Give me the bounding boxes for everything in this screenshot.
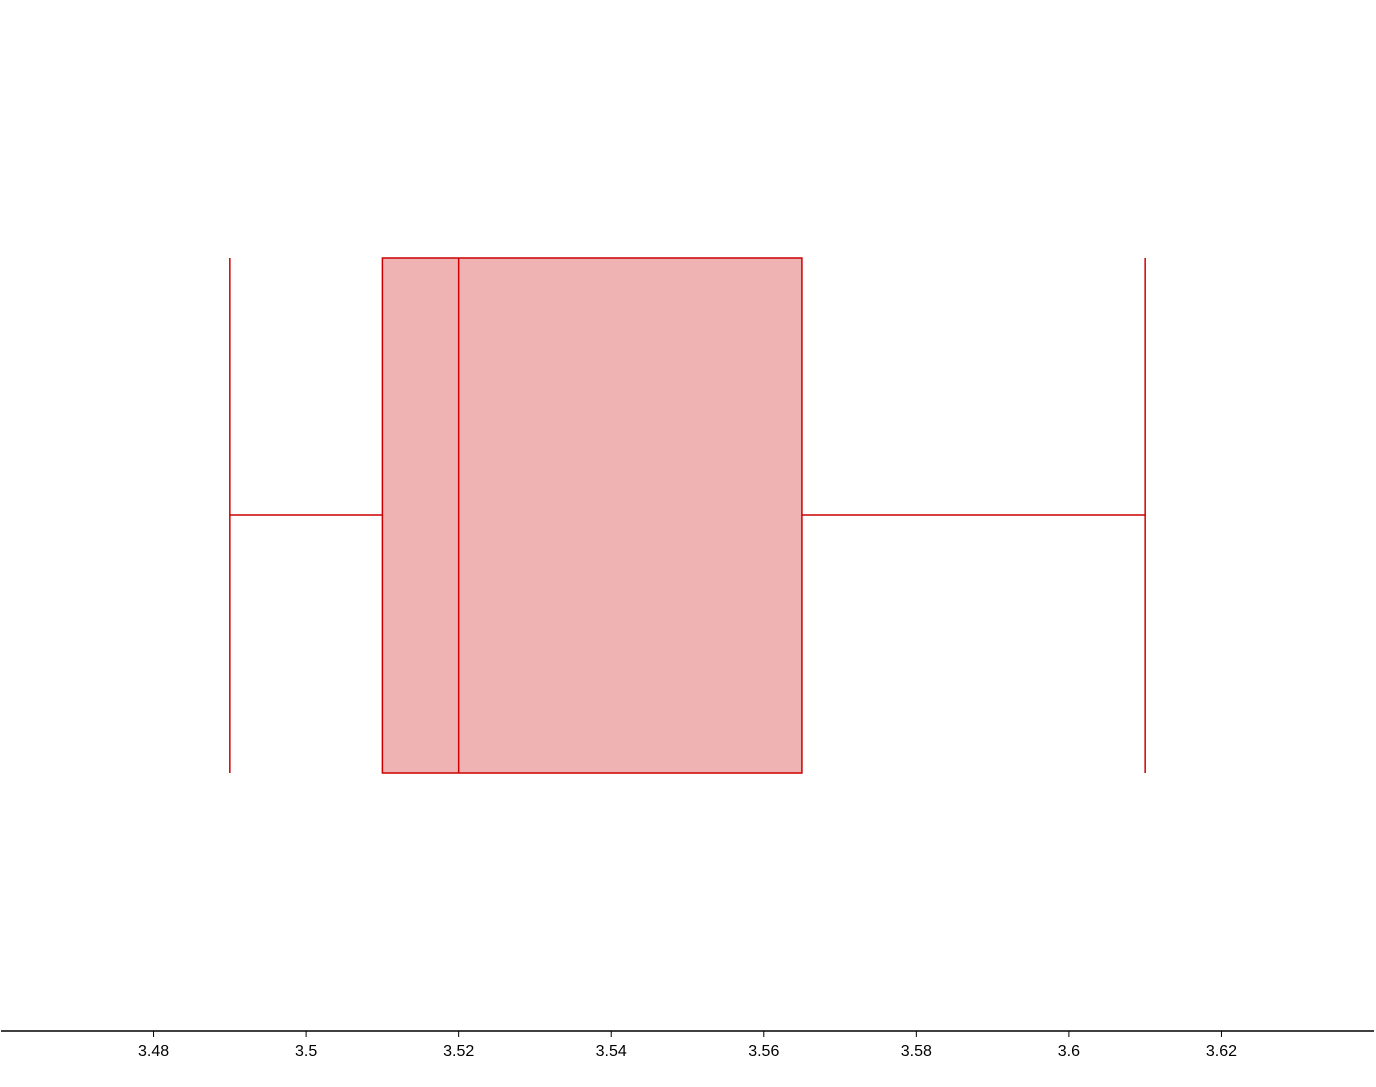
x-tick-label: 3.48 xyxy=(138,1043,169,1060)
x-tick-label: 3.52 xyxy=(443,1043,474,1060)
x-tick-label: 3.58 xyxy=(901,1043,932,1060)
iqr-box xyxy=(381,257,803,774)
x-tick-label: 3.56 xyxy=(748,1043,779,1060)
x-tick-label: 3.54 xyxy=(596,1043,627,1060)
x-axis: 3.48 3.5 3.52 3.54 3.56 3.58 3.6 3.62 xyxy=(1,1030,1374,1060)
box-series-0 xyxy=(229,257,1146,774)
x-tick-label: 3.5 xyxy=(295,1043,317,1060)
x-tick-label: 3.6 xyxy=(1058,1043,1080,1060)
x-tick-label: 3.62 xyxy=(1206,1043,1237,1060)
plot-layer xyxy=(229,257,1146,774)
